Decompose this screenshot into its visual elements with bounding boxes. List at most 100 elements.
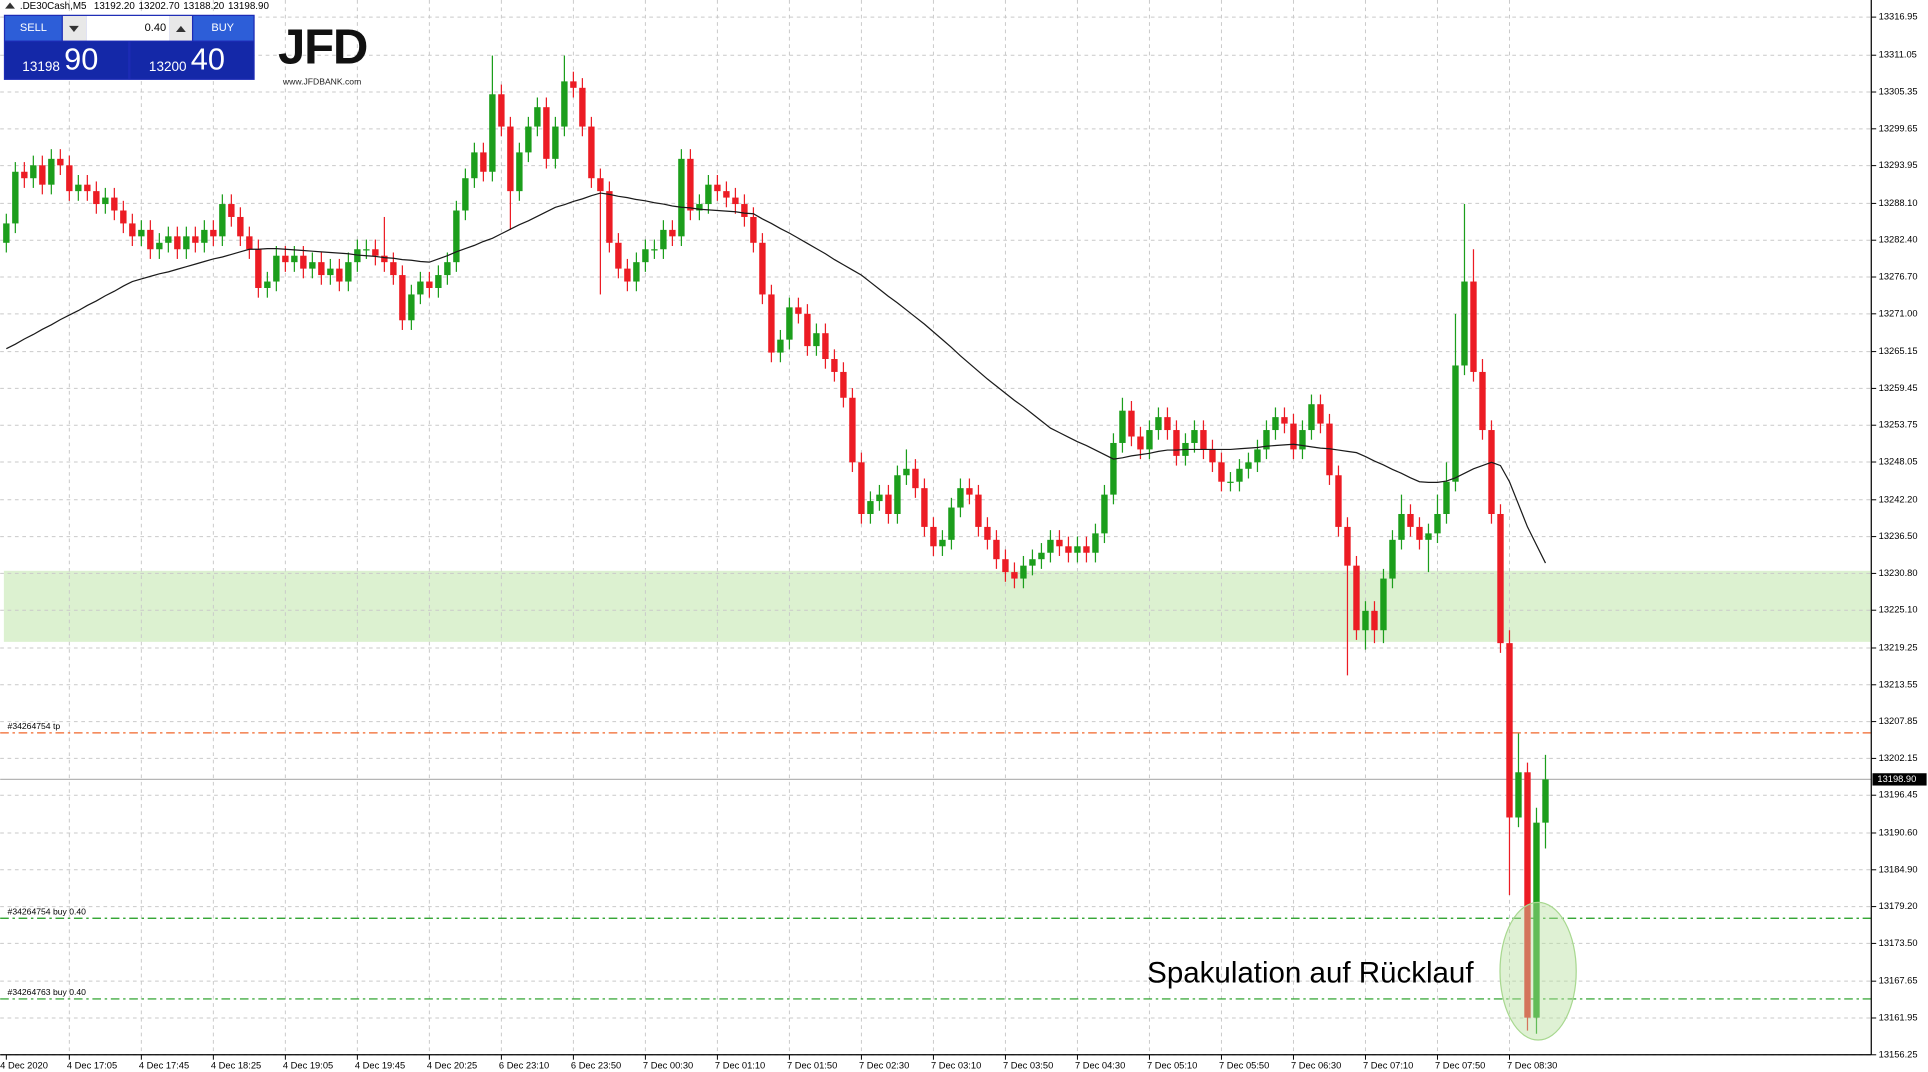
candle-body — [786, 307, 793, 340]
collapse-icon[interactable] — [5, 2, 15, 9]
candle-body — [660, 229, 667, 250]
candle-body — [435, 275, 442, 288]
candle-body — [696, 204, 703, 211]
background-layer: #34264754 tp #34264754 buy 0.40 #34264763 … — [0, 0, 1872, 1056]
sell-label: SELL — [20, 22, 47, 34]
candle-body — [156, 242, 163, 250]
candle-body — [246, 236, 253, 250]
candle-body — [894, 475, 901, 514]
buy-button[interactable] — [193, 15, 254, 41]
candle-body — [903, 468, 910, 476]
y-tick-label: 13242.20 — [1879, 494, 1918, 504]
candle-body — [876, 494, 883, 502]
order-label: #34264763 buy 0.40 — [8, 987, 87, 997]
header: .DE30Cash,M5 13192.20 13202.70 13188.20 1319… — [20, 1, 270, 12]
candle-body — [1011, 572, 1018, 579]
candle-body — [345, 262, 352, 282]
candle-body — [1290, 423, 1297, 450]
y-tick-label: 13167.65 — [1879, 976, 1918, 986]
candle-body — [444, 262, 451, 276]
candle-body — [831, 359, 838, 372]
candle-body — [1524, 772, 1531, 1018]
candle-body — [561, 81, 568, 127]
candle-body — [912, 468, 919, 489]
sell-price-box[interactable] — [5, 41, 129, 79]
symbol: .DE30Cash,M5 — [20, 1, 87, 12]
candle-body — [1533, 822, 1540, 1018]
candle-body — [390, 262, 397, 276]
candle-body — [300, 255, 307, 269]
x-tick-label: 7 Dec 07:50 — [1435, 1060, 1485, 1070]
candle-body — [723, 191, 730, 198]
candle-body — [1119, 410, 1126, 443]
sell-button[interactable] — [5, 15, 62, 41]
candle-body — [984, 526, 991, 540]
y-tick-label: 13225.10 — [1879, 605, 1918, 615]
y-tick-label: 13316.95 — [1879, 12, 1918, 22]
candle-body — [336, 268, 343, 282]
candle-body — [1047, 539, 1054, 553]
candle-body — [570, 81, 577, 88]
candle-body — [768, 294, 775, 353]
x-tick-label: 4 Dec 20:25 — [427, 1060, 477, 1070]
x-tick-label: 7 Dec 05:10 — [1147, 1060, 1197, 1070]
candle-body — [228, 204, 235, 217]
candle-body — [1245, 462, 1252, 469]
candle-body — [1308, 404, 1315, 431]
candle-body — [507, 126, 514, 192]
candle-body — [1137, 436, 1144, 450]
candle-body — [1110, 442, 1117, 495]
candle-body — [1173, 430, 1180, 456]
candle-body — [138, 229, 145, 237]
header-price: 13202.70 — [139, 1, 181, 12]
candle-body — [930, 526, 937, 547]
candle-body — [273, 255, 280, 282]
candle-body — [606, 191, 613, 243]
candle-body — [597, 178, 604, 192]
candle-body — [1038, 552, 1045, 560]
candle-body — [1155, 417, 1162, 431]
y-tick-label: 13248.05 — [1879, 456, 1918, 466]
candle-body — [1479, 371, 1486, 431]
candle-body — [1542, 779, 1549, 823]
candle-body — [1461, 281, 1468, 366]
y-tick-label: 13299.65 — [1879, 123, 1918, 133]
candle-body — [183, 236, 190, 250]
candle-body — [174, 236, 181, 250]
candle-body — [714, 184, 721, 192]
candle-body — [1452, 365, 1459, 482]
candle-body — [93, 191, 100, 205]
candle-body — [102, 197, 109, 205]
candle-body — [579, 87, 586, 127]
y-tick-label: 13265.15 — [1879, 346, 1918, 356]
y-tick-label: 13213.55 — [1879, 679, 1918, 689]
candle-body — [1065, 546, 1072, 553]
candle-body — [1272, 417, 1279, 431]
candle-body — [399, 275, 406, 321]
candle-body — [804, 313, 811, 347]
x-tick-label: 7 Dec 04:30 — [1075, 1060, 1125, 1070]
candle-body — [1443, 481, 1450, 514]
lot-input[interactable] — [86, 15, 170, 41]
candle-body — [1497, 513, 1504, 644]
candle-body — [1020, 565, 1027, 579]
candle-body — [201, 229, 208, 243]
candle-body — [39, 165, 46, 185]
candle-body — [417, 281, 424, 295]
candle-body — [1488, 430, 1495, 514]
candle-body — [210, 229, 217, 237]
y-tick-label: 13190.60 — [1879, 827, 1918, 837]
y-tick-label: 13282.40 — [1879, 235, 1918, 245]
buy-price-box[interactable] — [130, 41, 254, 79]
y-tick-label: 13161.95 — [1879, 1012, 1918, 1022]
lot-up-icon — [175, 25, 186, 32]
annotation: Spakulation auf Rücklauf — [1147, 957, 1474, 990]
candle-body — [516, 152, 523, 192]
candle-body — [525, 126, 532, 153]
candle-body — [318, 262, 325, 276]
x-tick-label: 7 Dec 06:30 — [1291, 1060, 1341, 1070]
candle-body — [1281, 417, 1288, 424]
